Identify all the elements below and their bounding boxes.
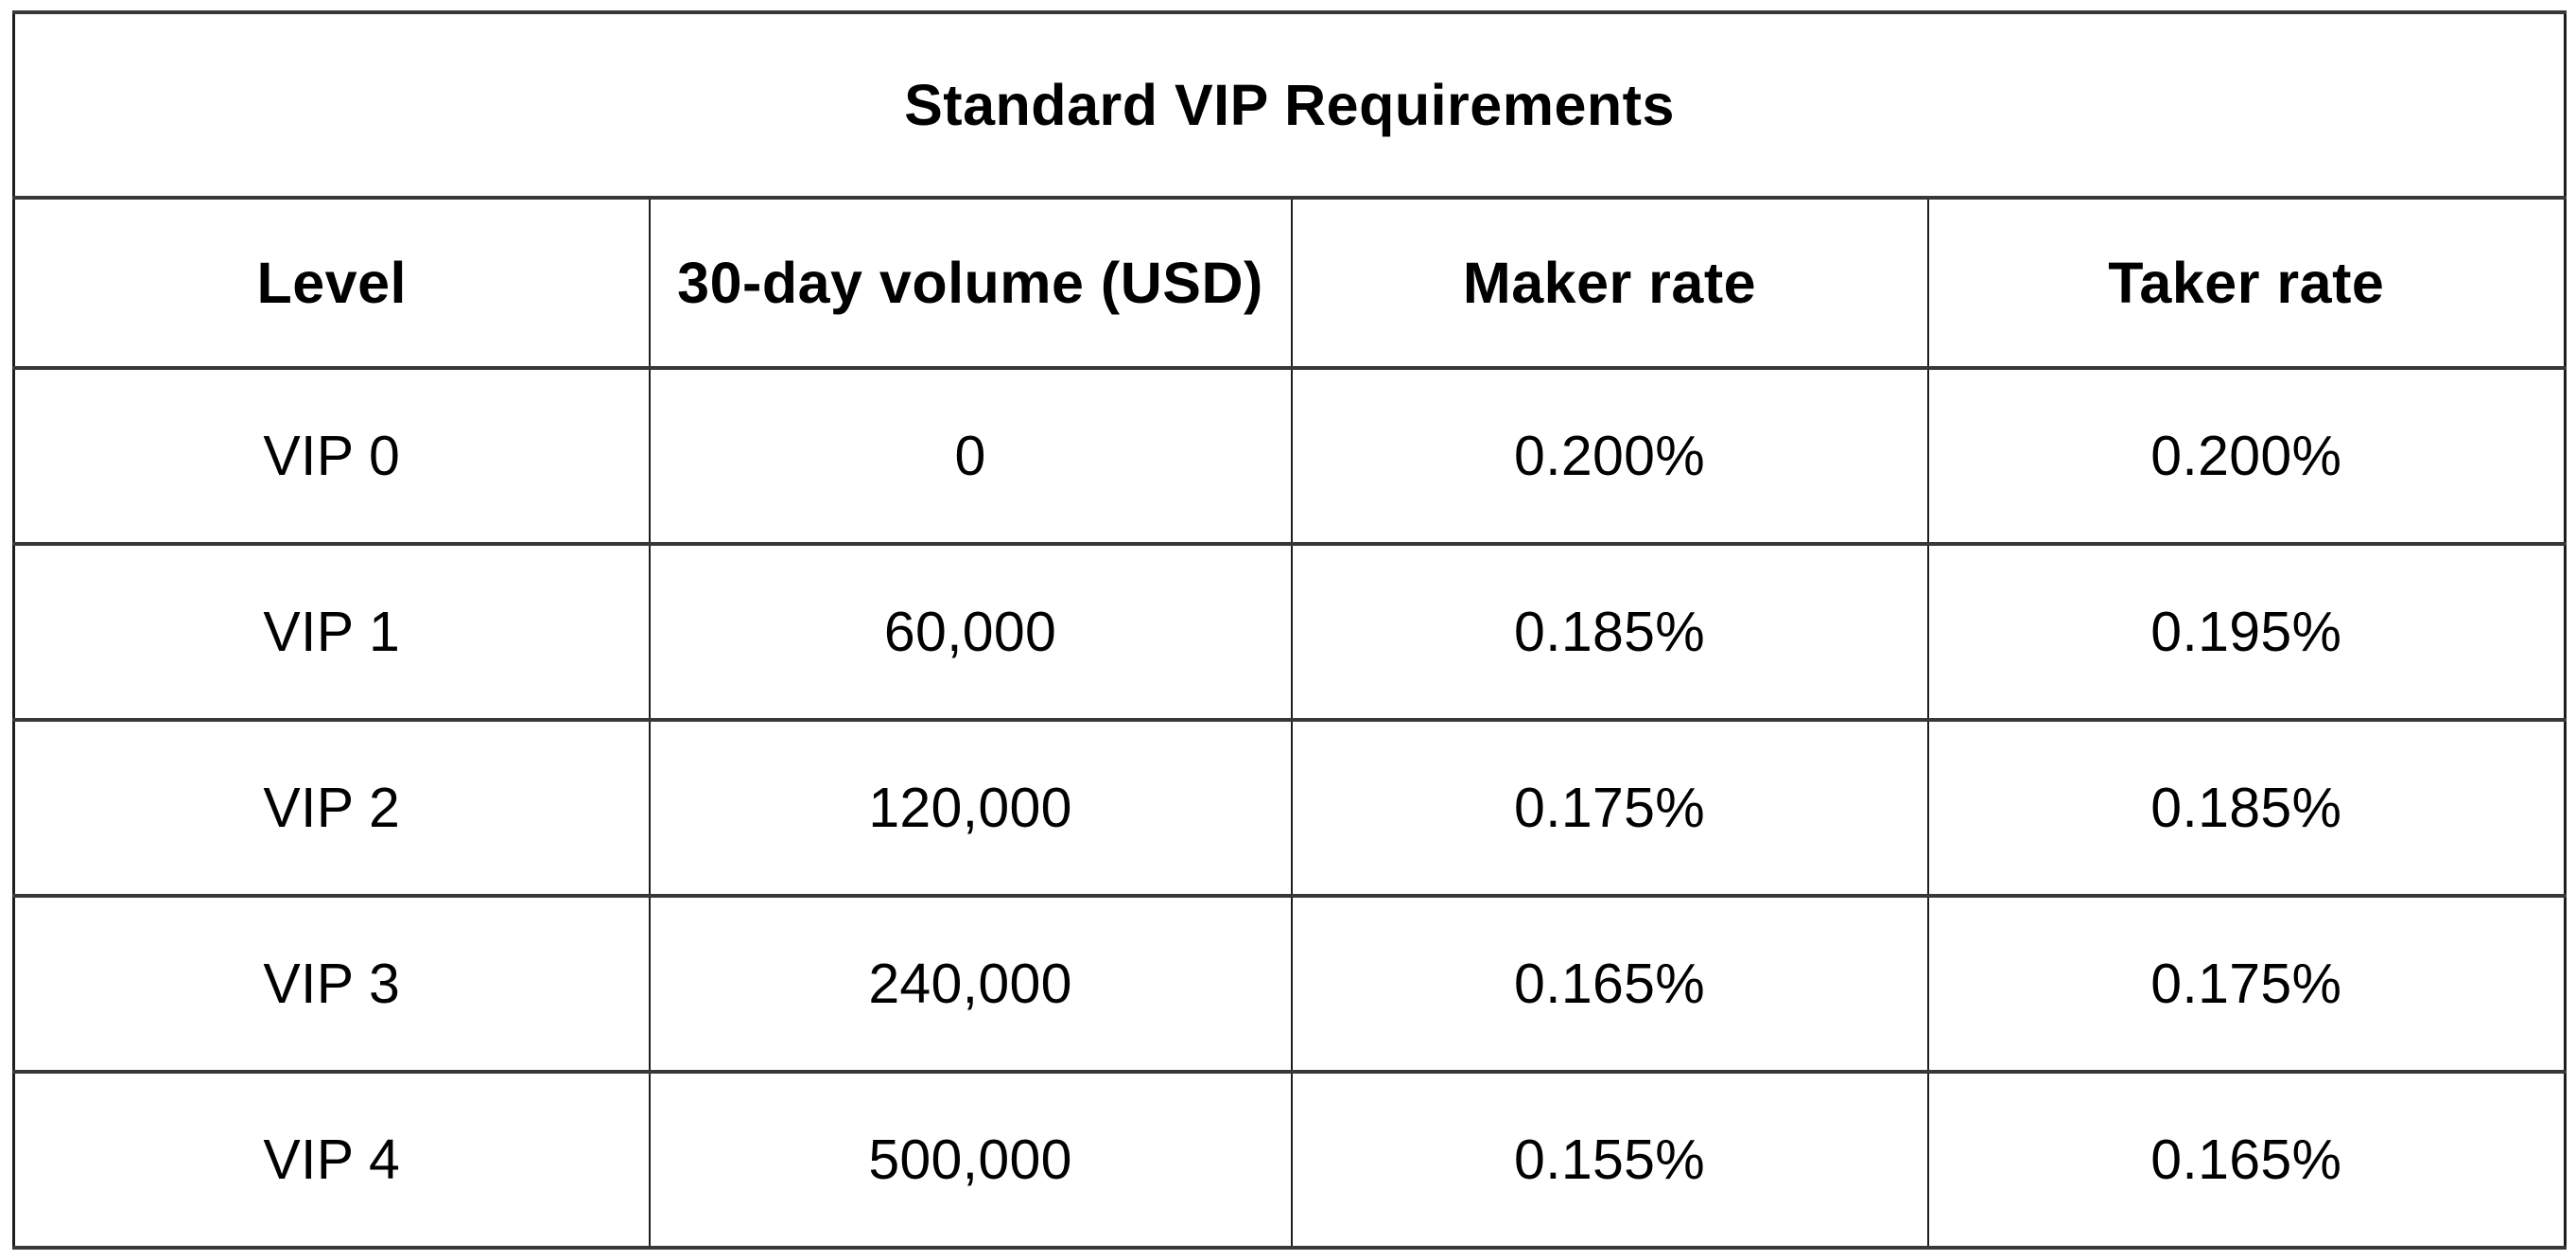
cell-volume: 500,000 bbox=[648, 1070, 1293, 1250]
header-cell-volume: 30-day volume (USD) bbox=[648, 196, 1293, 370]
vip-requirements-table: Standard VIP Requirements Level 30-day v… bbox=[12, 10, 2567, 1250]
cell-maker-rate: 0.185% bbox=[1290, 542, 1929, 722]
cell-volume: 120,000 bbox=[648, 718, 1293, 898]
table-header-row: Level 30-day volume (USD) Maker rate Tak… bbox=[12, 196, 2567, 370]
cell-taker-rate: 0.175% bbox=[1926, 894, 2567, 1074]
table-row: VIP 2 120,000 0.175% 0.185% bbox=[12, 718, 2567, 898]
cell-volume: 60,000 bbox=[648, 542, 1293, 722]
table-row: VIP 0 0 0.200% 0.200% bbox=[12, 366, 2567, 546]
cell-taker-rate: 0.200% bbox=[1926, 366, 2567, 546]
cell-level: VIP 3 bbox=[12, 894, 651, 1074]
table-row: VIP 4 500,000 0.155% 0.165% bbox=[12, 1070, 2567, 1250]
cell-level: VIP 0 bbox=[12, 366, 651, 546]
cell-volume: 240,000 bbox=[648, 894, 1293, 1074]
cell-maker-rate: 0.175% bbox=[1290, 718, 1929, 898]
header-cell-level: Level bbox=[12, 196, 651, 370]
cell-maker-rate: 0.165% bbox=[1290, 894, 1929, 1074]
cell-volume: 0 bbox=[648, 366, 1293, 546]
header-cell-maker-rate: Maker rate bbox=[1290, 196, 1929, 370]
cell-level: VIP 1 bbox=[12, 542, 651, 722]
cell-level: VIP 2 bbox=[12, 718, 651, 898]
table-title-row: Standard VIP Requirements bbox=[12, 10, 2567, 200]
cell-maker-rate: 0.155% bbox=[1290, 1070, 1929, 1250]
cell-taker-rate: 0.185% bbox=[1926, 718, 2567, 898]
cell-taker-rate: 0.165% bbox=[1926, 1070, 2567, 1250]
table-title: Standard VIP Requirements bbox=[12, 10, 2567, 200]
cell-maker-rate: 0.200% bbox=[1290, 366, 1929, 546]
table-row: VIP 3 240,000 0.165% 0.175% bbox=[12, 894, 2567, 1074]
cell-level: VIP 4 bbox=[12, 1070, 651, 1250]
header-cell-taker-rate: Taker rate bbox=[1926, 196, 2567, 370]
cell-taker-rate: 0.195% bbox=[1926, 542, 2567, 722]
table-row: VIP 1 60,000 0.185% 0.195% bbox=[12, 542, 2567, 722]
